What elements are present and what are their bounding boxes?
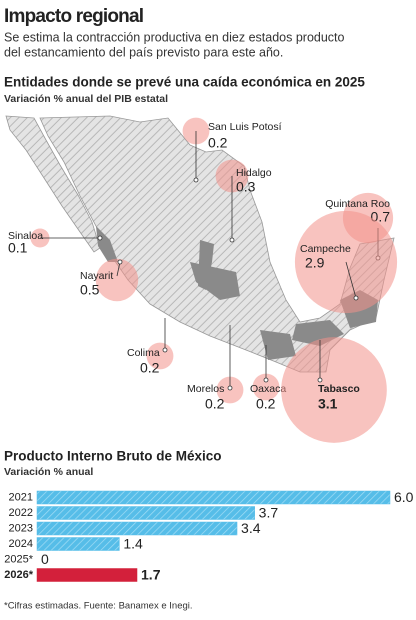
y-tick-label: 2022 [9, 507, 33, 519]
state-name: Quintana Roo [325, 198, 390, 210]
state-name: Oaxaca [250, 383, 286, 395]
footnote: *Cifras estimadas. Fuente: Banamex e Ine… [4, 601, 193, 612]
leader-dot [229, 237, 235, 243]
y-tick-label: 2024 [9, 538, 33, 550]
leader-dot [263, 377, 269, 383]
value-label: 3.4 [241, 520, 261, 536]
leader-line [345, 261, 357, 299]
bar [36, 490, 391, 505]
chart-title: Producto Interno Bruto de México [4, 449, 222, 464]
value-label: 1.7 [141, 567, 161, 583]
bubble [281, 337, 387, 443]
state-name: Tabasco [318, 383, 360, 395]
chart-subtitle: Variación % anual [4, 466, 93, 478]
bar [36, 537, 120, 551]
map [5, 115, 395, 373]
state-name: San Luis Potosí [208, 121, 282, 133]
value-label: 6.0 [394, 489, 414, 505]
state-name: Nayarit [80, 270, 113, 282]
bar [36, 506, 255, 520]
bubble [95, 258, 139, 302]
y-tick-label: 2021 [9, 491, 33, 503]
state-value: 0.1 [8, 240, 28, 256]
state-value: 0.2 [256, 396, 276, 412]
state-value: 0.2 [208, 135, 228, 151]
leader-dot [227, 385, 233, 391]
state-value: 0.2 [140, 360, 160, 376]
leader-dot [193, 177, 199, 183]
map-title: Entidades donde se prevé una caída econó… [4, 75, 365, 90]
title: Impacto regional [4, 6, 143, 27]
subtitle: Se estima la contracción productiva en d… [4, 30, 345, 44]
value-label: 3.7 [259, 505, 279, 521]
state-name: Morelos [187, 383, 224, 395]
leader-dot [117, 259, 123, 265]
state-name: Campeche [300, 243, 351, 255]
bar [36, 568, 138, 582]
state-value: 0.3 [236, 179, 256, 195]
state-name: Sinaloa [8, 230, 43, 242]
state-name: Colima [127, 347, 160, 359]
bubble [252, 373, 280, 401]
state-value: 0.5 [80, 282, 100, 298]
state-value: 2.9 [305, 255, 325, 271]
y-tick-label: 2026* [4, 569, 33, 581]
map-subtitle: Variación % anual del PIB estatal [4, 93, 168, 105]
y-tick-label: 2023 [9, 522, 33, 534]
y-tick-label: 2025* [4, 553, 33, 565]
subtitle: del estancamiento del país previsto para… [4, 45, 283, 59]
state-value: 3.1 [318, 396, 338, 412]
value-label: 0 [41, 551, 49, 567]
leader-dot [317, 377, 323, 383]
leader-dot [353, 295, 359, 301]
state-name: Hidalgo [236, 167, 272, 179]
leader-dot [162, 347, 168, 353]
leader-dot [97, 235, 103, 241]
bar [36, 521, 238, 536]
value-label: 1.4 [123, 536, 143, 552]
state-value: 0.2 [205, 396, 225, 412]
